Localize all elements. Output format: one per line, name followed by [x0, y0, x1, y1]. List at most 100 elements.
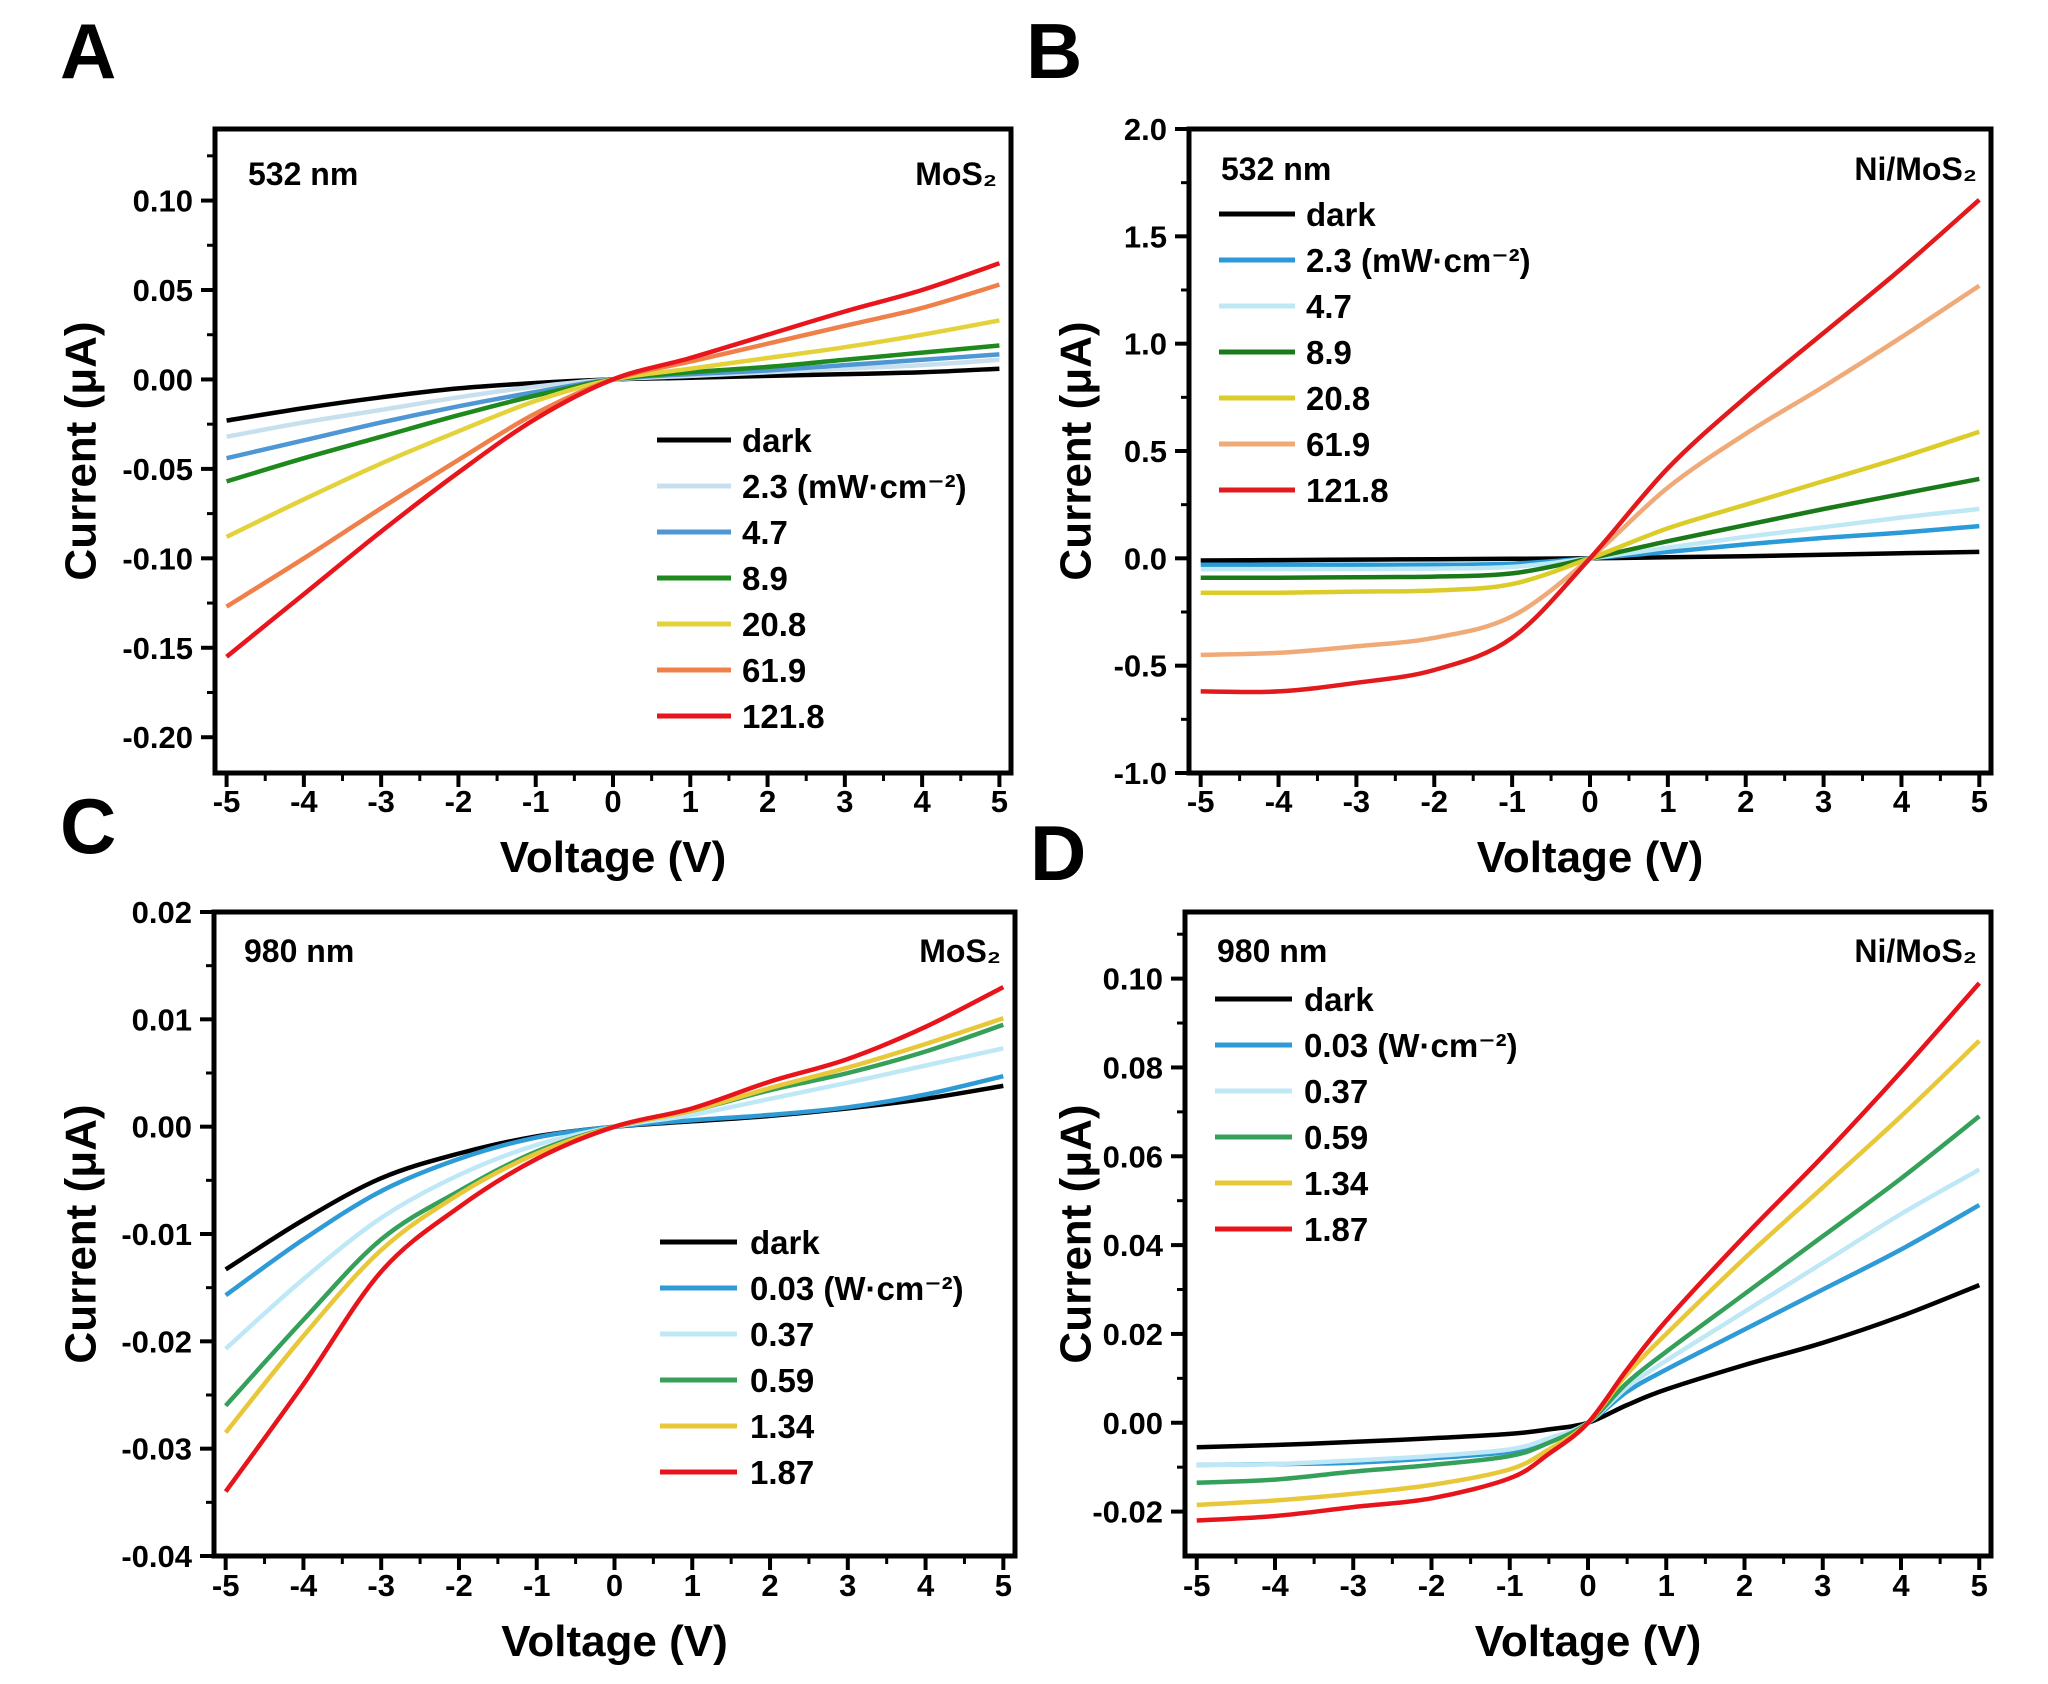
series-line-1	[224, 1074, 1004, 1298]
series-line-4	[1200, 429, 1981, 596]
x-tick-label: 5	[1971, 784, 1988, 819]
x-tick-label: -3	[367, 1568, 395, 1603]
series-line-5	[223, 985, 1005, 1493]
x-tick-label: 4	[1893, 784, 1911, 819]
legend-label: 0.37	[750, 1316, 814, 1353]
x-tick-label: -5	[1187, 784, 1215, 819]
x-axis-title: Voltage (V)	[1475, 1617, 1702, 1666]
x-tick-label: -4	[1265, 784, 1293, 819]
legend-label: 0.37	[1304, 1073, 1368, 1110]
legend-label: 2.3 (mW·cm⁻²)	[1306, 242, 1531, 279]
y-tick-label: -0.10	[122, 541, 193, 576]
x-tick-label: 5	[995, 1568, 1012, 1603]
legend-label: 8.9	[1306, 334, 1352, 371]
y-tick-label: 0.0	[1124, 541, 1167, 576]
legend-label: dark	[1306, 196, 1376, 233]
material-label: MoS₂	[915, 156, 997, 192]
y-axis-title: Current (μA)	[56, 321, 105, 580]
x-tick-label: -3	[1343, 784, 1371, 819]
y-tick-label: 0.10	[1103, 962, 1163, 997]
wavelength-label: 532 nm	[1221, 151, 1331, 187]
panel-letter: C	[60, 782, 116, 870]
series-line-6	[225, 261, 1001, 659]
x-tick-label: -2	[1420, 784, 1448, 819]
y-tick-label: -0.03	[121, 1432, 192, 1467]
x-tick-label: -4	[290, 1568, 318, 1603]
panel-letter: D	[1030, 809, 1086, 897]
x-tick-label: -5	[1183, 1568, 1211, 1603]
y-tick-label: 0.00	[133, 362, 193, 397]
y-tick-label: 0.00	[1103, 1406, 1163, 1441]
legend-label: dark	[742, 422, 812, 459]
y-axis-title: Current (μA)	[56, 1104, 105, 1363]
x-tick-label: 1	[682, 784, 699, 819]
x-tick-label: -5	[212, 1568, 240, 1603]
series-group	[1196, 981, 1981, 1523]
x-tick-label: 2	[759, 784, 776, 819]
legend-label: 4.7	[1306, 288, 1352, 325]
y-tick-label: 1.5	[1124, 219, 1167, 254]
chart-panel-b: B -5 -4 -3 -2 -1 0 1 2 3 4 5 2.0 1.5 1.0 0.5 0.0 -0.5 -1.0…	[1026, 7, 1994, 882]
legend-label: 1.87	[1304, 1211, 1368, 1248]
y-tick-label: 0.02	[1103, 1317, 1163, 1352]
y-tick-label: 0.05	[133, 273, 193, 308]
chart-panel-d: D -5 -4 -3 -2 -1 0 1 2 3 4 5 0.10 0.08 0.06 0.04 0.02 0.0…	[1030, 809, 1994, 1666]
x-tick-label: 3	[1815, 784, 1832, 819]
x-tick-label: 2	[761, 1568, 778, 1603]
y-axis-title: Current (μA)	[1051, 321, 1100, 580]
y-tick-label: 0.5	[1124, 434, 1167, 469]
wavelength-label: 980 nm	[1217, 933, 1327, 969]
y-tick-label: -0.20	[122, 720, 193, 755]
x-tick-label: -1	[523, 1568, 551, 1603]
legend-label: 0.59	[750, 1362, 814, 1399]
x-tick-label: -3	[1339, 1568, 1367, 1603]
x-tick-label: -1	[522, 784, 550, 819]
x-axis-title: Voltage (V)	[1477, 833, 1704, 882]
y-tick-label: 1.0	[1124, 327, 1167, 362]
series-group	[223, 985, 1005, 1493]
series-line-2	[226, 352, 1000, 461]
x-tick-label: 1	[1658, 1568, 1675, 1603]
y-tick-label: 0.06	[1103, 1139, 1163, 1174]
legend-label: 20.8	[742, 606, 806, 643]
series-line-0	[226, 366, 1000, 423]
series-line-0	[224, 1083, 1004, 1272]
legend: dark 0.03 (W·cm⁻²) 0.37 0.59 1.34 1.87	[1215, 981, 1518, 1248]
legend-label: 61.9	[1306, 426, 1370, 463]
y-tick-label: 0.01	[132, 1002, 192, 1037]
legend-label: 121.8	[742, 698, 825, 735]
panel-letter: B	[1026, 7, 1082, 95]
x-tick-label: 0	[606, 1568, 623, 1603]
x-axis-title: Voltage (V)	[501, 1617, 728, 1666]
x-axis-title: Voltage (V)	[500, 833, 727, 882]
legend-label: 61.9	[742, 652, 806, 689]
x-tick-label: 5	[991, 784, 1008, 819]
y-tick-label: -0.02	[1092, 1495, 1163, 1530]
y-tick-label: 0.04	[1103, 1228, 1164, 1263]
x-tick-label: -2	[445, 1568, 473, 1603]
legend-label: 4.7	[742, 514, 788, 551]
x-tick-label: 4	[1892, 1568, 1910, 1603]
x-tick-label: 3	[1814, 1568, 1831, 1603]
x-tick-label: -4	[1261, 1568, 1289, 1603]
series-line-6	[1200, 198, 1981, 695]
y-tick-label: -0.02	[121, 1324, 192, 1359]
chart-panel-c: C -5 -4 -3 -2 -1 0 1 2 3 4 5 0.02 0.01 0.00 -0.01 -0.02 -…	[56, 782, 1018, 1666]
material-label: MoS₂	[919, 933, 1001, 969]
legend-label: 121.8	[1306, 472, 1389, 509]
y-axis-title: Current (μA)	[1051, 1104, 1100, 1363]
legend-label: 0.03 (W·cm⁻²)	[750, 1270, 964, 1307]
x-tick-label: -1	[1498, 784, 1526, 819]
legend: dark 2.3 (mW·cm⁻²) 4.7 8.9 20.8 61.9 121.8	[1219, 196, 1531, 509]
y-tick-label: -0.05	[122, 452, 193, 487]
x-tick-label: 3	[839, 1568, 856, 1603]
x-tick-label: 0	[1579, 1568, 1596, 1603]
y-tick-label: -0.01	[121, 1217, 192, 1252]
x-tick-label: 3	[836, 784, 853, 819]
series-group	[225, 261, 1001, 659]
legend-label: 0.03 (W·cm⁻²)	[1304, 1027, 1518, 1064]
x-tick-label: 0	[1581, 784, 1598, 819]
x-tick-label: 4	[914, 784, 932, 819]
x-tick-label: -2	[445, 784, 473, 819]
